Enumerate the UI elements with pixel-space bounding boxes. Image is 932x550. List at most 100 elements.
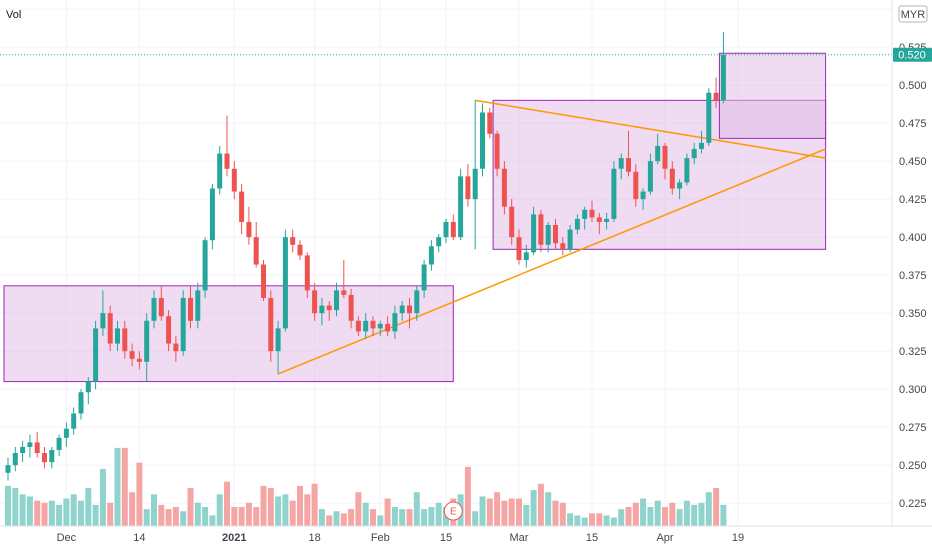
candle — [596, 212, 602, 235]
volume-bar — [640, 498, 647, 526]
earnings-marker[interactable]: E — [443, 501, 463, 521]
trendline[interactable] — [277, 148, 826, 375]
volume-bar — [596, 513, 603, 526]
y-tick-label: 0.450 — [899, 156, 927, 168]
candle — [188, 285, 193, 329]
candle — [202, 237, 208, 298]
candle — [582, 206, 588, 230]
trendline[interactable] — [475, 99, 826, 159]
price-axis[interactable]: 0.225 0.250 0.275 0.300 0.325 0.350 0.375 0.400… — [899, 4, 927, 510]
last-price-text: 0.520 — [898, 50, 926, 62]
volume-bar — [705, 492, 712, 526]
candle — [12, 446, 18, 472]
volume-bar — [384, 498, 391, 526]
volume-bar — [625, 507, 632, 526]
volume-bar — [245, 502, 252, 526]
candle — [706, 88, 712, 146]
volume-bar — [464, 466, 471, 526]
candle — [217, 145, 223, 195]
volume-bar — [567, 513, 574, 526]
volume-bar — [632, 502, 639, 526]
candle — [428, 240, 434, 271]
range-box[interactable] — [3, 285, 454, 383]
earnings-label: E — [450, 507, 457, 518]
candle — [326, 301, 332, 321]
candle — [713, 77, 719, 108]
volume-bar — [238, 507, 245, 526]
volume-bar — [158, 504, 165, 526]
x-tick-label: Apr — [656, 532, 673, 544]
candle — [334, 282, 339, 317]
volume-bar — [362, 502, 369, 526]
candle — [107, 305, 113, 352]
volume-bar — [260, 485, 267, 526]
candles — [5, 31, 726, 481]
candle — [392, 305, 398, 340]
volume-bar — [537, 483, 544, 526]
volume-bar — [129, 492, 136, 526]
volume-bar — [114, 447, 121, 526]
last-price-badge: 0.520 — [893, 47, 932, 62]
candle — [304, 252, 310, 298]
candle — [78, 389, 84, 420]
volume-bar — [107, 502, 114, 526]
candle — [319, 297, 325, 326]
candle — [640, 188, 646, 210]
candle — [472, 100, 478, 250]
x-tick-label: Mar — [510, 532, 529, 544]
candle — [509, 199, 515, 245]
range-boxes — [3, 52, 827, 383]
volume-bar — [603, 515, 610, 526]
candle — [720, 31, 726, 104]
candle — [487, 107, 493, 139]
volume-bar — [209, 515, 216, 526]
x-tick-label: 19 — [732, 532, 744, 544]
candle — [545, 221, 551, 253]
volume-bar — [121, 447, 128, 526]
candle — [27, 434, 33, 458]
volume-bar — [589, 513, 595, 526]
candle — [246, 206, 252, 245]
indicator-label: Vol — [6, 9, 21, 21]
candle — [144, 313, 150, 382]
time-axis[interactable]: Dec 14 2021 18 Feb 15 Mar 15 Apr 19 — [57, 532, 745, 544]
volume-bar — [19, 494, 26, 526]
candle — [684, 153, 690, 186]
volume-bar — [275, 496, 282, 526]
candle — [553, 218, 558, 250]
candle — [363, 313, 369, 340]
currency-badge[interactable]: MYR — [898, 5, 928, 23]
volume-bar — [479, 496, 486, 526]
candle — [261, 259, 266, 302]
y-tick-label: 0.425 — [899, 194, 927, 206]
candle — [436, 234, 442, 253]
candle — [341, 259, 347, 298]
volume-bar — [370, 509, 376, 526]
x-tick-label: 15 — [586, 532, 598, 544]
volume-bar — [355, 492, 362, 526]
volume-bar — [348, 509, 355, 526]
y-tick-label: 0.300 — [899, 384, 927, 396]
candle — [691, 142, 697, 165]
candle — [407, 297, 412, 329]
volume-bar — [304, 494, 311, 526]
volume-bars — [5, 447, 727, 526]
candle — [538, 209, 544, 253]
volume-bar — [99, 469, 106, 526]
candle — [480, 103, 485, 177]
volume-bar — [202, 507, 209, 526]
candle — [231, 161, 237, 200]
candle — [93, 320, 99, 390]
y-tick-label: 0.400 — [899, 232, 927, 244]
candle — [516, 229, 522, 265]
range-box[interactable] — [718, 52, 827, 139]
y-tick-label: 0.375 — [899, 270, 927, 282]
volume-bar — [691, 504, 698, 526]
volume-bar — [311, 483, 318, 526]
candle — [34, 431, 40, 458]
volume-bar — [34, 500, 41, 526]
candle — [348, 288, 354, 329]
volume-bar — [282, 494, 289, 526]
